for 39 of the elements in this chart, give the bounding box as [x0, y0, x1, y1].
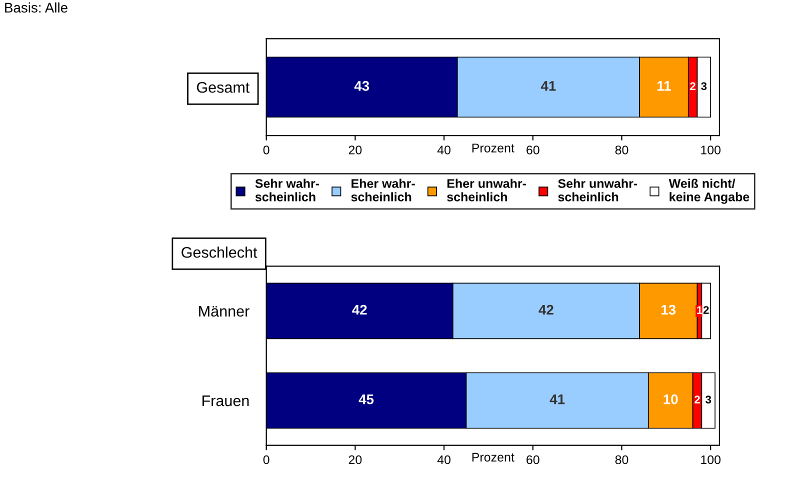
legend-label: Eher wahr- scheinlich	[351, 178, 415, 202]
x-tick-label: 0	[263, 146, 270, 154]
legend-label: Sehr wahr- scheinlich	[255, 178, 320, 202]
x-tick-label: 40	[437, 455, 450, 464]
data-label: 41	[550, 394, 565, 404]
x-axis-title: Prozent	[472, 452, 514, 462]
data-label: 2	[690, 82, 696, 90]
data-label: 45	[358, 394, 374, 404]
y-axis-title: Geschlecht	[182, 246, 258, 258]
legend-label: Sehr unwahr- scheinlich	[558, 178, 638, 202]
legend-label: Eher unwahr- scheinlich	[447, 178, 526, 202]
y-tick-label: Gesamt	[196, 82, 250, 93]
x-tick-label: 60	[526, 146, 540, 154]
y-tick-label: Männer	[199, 306, 250, 317]
x-axis-title: Prozent	[472, 144, 514, 152]
x-tick-label: 100	[701, 146, 721, 154]
data-label: 42	[352, 304, 367, 315]
x-tick-label: 80	[615, 146, 628, 154]
data-label: 11	[657, 81, 671, 91]
x-tick-label: 0	[263, 455, 270, 464]
x-tick-label: 20	[348, 455, 362, 464]
text: Basis: Alle	[5, 2, 68, 13]
data-label: 43	[354, 81, 370, 91]
data-label: 10	[664, 394, 678, 404]
data-label: 2	[703, 306, 709, 314]
x-tick-label: 40	[437, 146, 450, 154]
x-tick-label: 60	[526, 455, 540, 464]
data-label: 2	[694, 396, 700, 404]
data-label: 3	[706, 396, 712, 404]
data-label: 3	[701, 82, 707, 90]
legend-label: Weiß nicht/ keine Angabe	[668, 178, 750, 204]
data-label: 13	[662, 304, 676, 315]
data-label: 1	[697, 306, 702, 314]
y-tick-label: Frauen	[202, 396, 249, 406]
x-tick-label: 100	[701, 455, 721, 464]
data-label: 42	[538, 304, 554, 315]
data-label: 41	[540, 81, 556, 91]
x-tick-label: 80	[615, 455, 628, 464]
x-tick-label: 20	[348, 146, 362, 154]
